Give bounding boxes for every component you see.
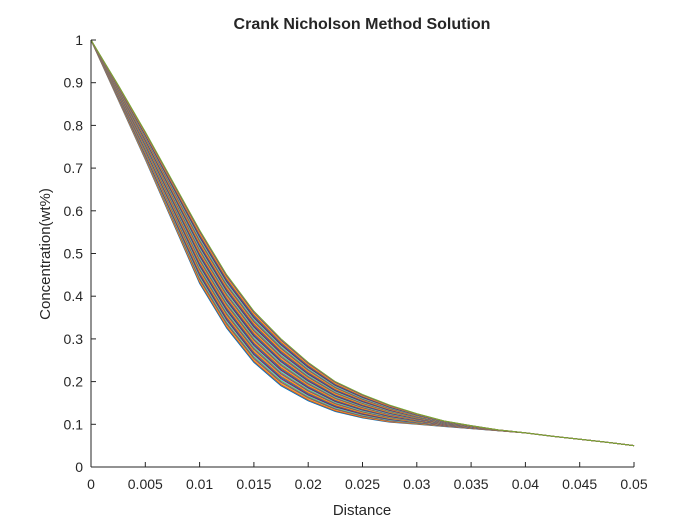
series-line-11 xyxy=(90,39,635,447)
y-tick-label: 0.2 xyxy=(64,374,84,390)
x-tick-label: 0.045 xyxy=(562,476,597,492)
series-line-9 xyxy=(90,39,635,447)
series-line-19 xyxy=(90,39,635,447)
axes-layer: 0 0.005 0.01 0.015 0.02 0.025 0.03 0.035 0.04 0.0… xyxy=(64,32,648,492)
y-tick-label: 0.6 xyxy=(64,203,84,219)
y-tick-label: 0.4 xyxy=(64,288,84,304)
x-tick-label: 0.05 xyxy=(620,476,647,492)
y-tick-label: 0.3 xyxy=(64,331,84,347)
series-line-20 xyxy=(90,39,635,447)
series-line-37 xyxy=(90,39,635,447)
series-line-26 xyxy=(90,39,635,447)
series-line-21 xyxy=(90,39,635,447)
y-tick-label: 0.9 xyxy=(64,75,84,91)
x-tick-label: 0.03 xyxy=(403,476,430,492)
series-line-14 xyxy=(90,39,635,447)
x-tick-label: 0 xyxy=(87,476,95,492)
series-line-5 xyxy=(90,39,635,447)
series-line-28 xyxy=(90,39,635,447)
chart-title: Crank Nicholson Method Solution xyxy=(234,16,491,33)
series-line-27 xyxy=(90,39,635,447)
series-line-34 xyxy=(90,39,635,447)
series-line-33 xyxy=(90,39,635,447)
series-line-25 xyxy=(90,39,635,447)
series-line-4 xyxy=(90,39,635,447)
series-line-16 xyxy=(90,39,635,447)
series-line-38 xyxy=(90,39,635,447)
series-line-8 xyxy=(90,39,635,447)
series-layer xyxy=(90,39,635,447)
y-tick-label: 0.5 xyxy=(64,246,84,262)
x-tick-label: 0.035 xyxy=(454,476,489,492)
y-tick-label: 0.8 xyxy=(64,117,84,133)
y-tick-label: 1 xyxy=(75,32,83,48)
series-line-18 xyxy=(90,39,635,447)
series-line-32 xyxy=(90,39,635,447)
series-line-22 xyxy=(90,39,635,447)
x-tick-label: 0.04 xyxy=(512,476,539,492)
x-axis-label: Distance xyxy=(333,502,391,519)
series-line-2 xyxy=(90,39,635,447)
y-tick-label: 0.7 xyxy=(64,160,84,176)
series-line-39 xyxy=(90,39,635,447)
series-line-40 xyxy=(90,39,635,447)
series-line-3 xyxy=(90,39,635,447)
series-line-17 xyxy=(90,39,635,447)
series-line-6 xyxy=(90,39,635,447)
y-axis-label: Concentration(wt%) xyxy=(37,188,54,320)
x-tick-label: 0.025 xyxy=(345,476,380,492)
series-line-35 xyxy=(90,39,635,447)
series-line-1 xyxy=(90,39,635,447)
series-line-24 xyxy=(90,39,635,447)
y-tick-label: 0 xyxy=(75,459,83,475)
series-line-7 xyxy=(90,39,635,447)
series-line-31 xyxy=(90,39,635,447)
series-line-23 xyxy=(90,39,635,447)
series-line-12 xyxy=(90,39,635,447)
series-line-10 xyxy=(90,39,635,447)
series-line-13 xyxy=(90,39,635,447)
series-line-15 xyxy=(90,39,635,447)
x-tick-label: 0.02 xyxy=(295,476,322,492)
x-tick-label: 0.01 xyxy=(186,476,213,492)
series-line-29 xyxy=(90,39,635,447)
y-tick-label: 0.1 xyxy=(64,416,84,432)
series-line-36 xyxy=(90,39,635,447)
series-line-30 xyxy=(90,39,635,447)
x-tick-label: 0.015 xyxy=(236,476,271,492)
x-tick-label: 0.005 xyxy=(128,476,163,492)
